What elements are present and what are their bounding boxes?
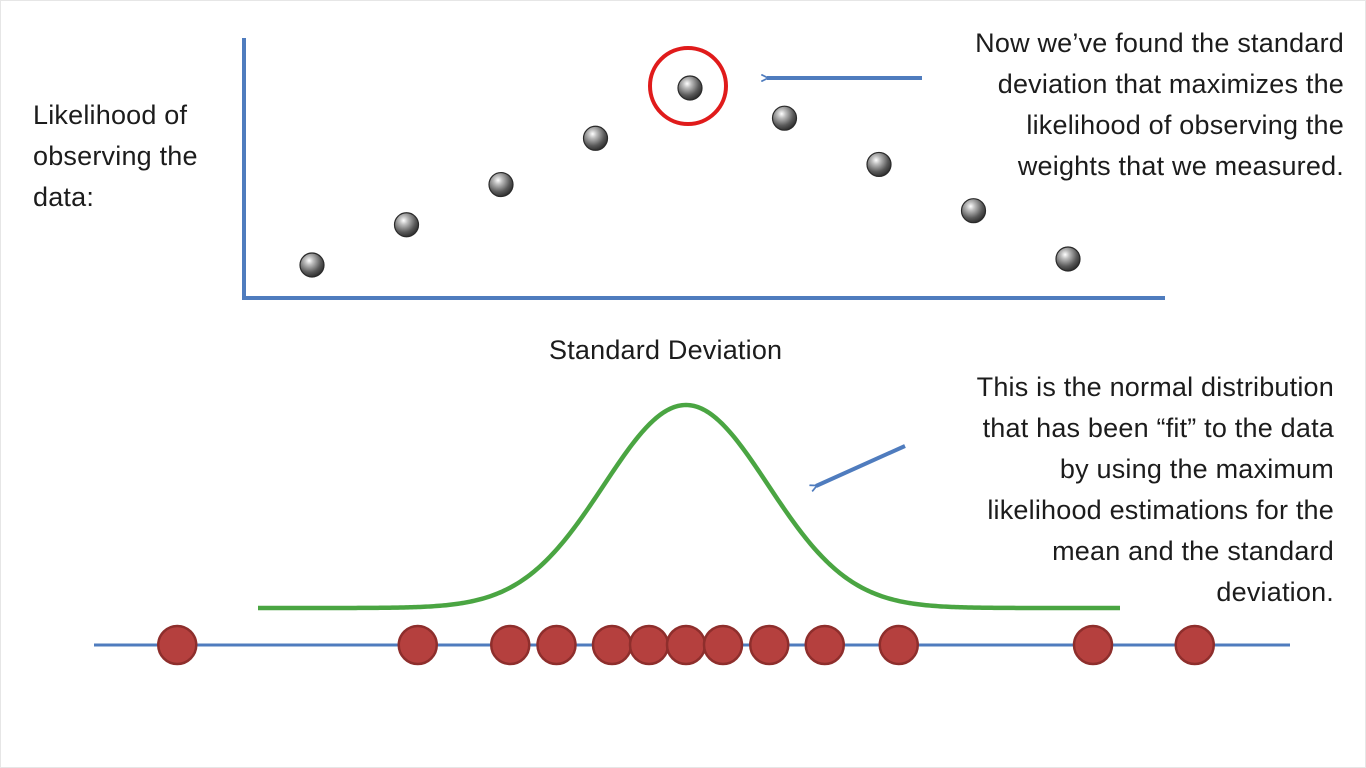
likelihood-point: [771, 105, 798, 131]
weight-point: [702, 624, 744, 666]
likelihood-points: [299, 75, 1081, 278]
weight-point: [536, 624, 577, 666]
weight-point: [804, 624, 845, 666]
top-plot-x-axis-label: Standard Deviation: [549, 335, 783, 365]
bottom-plot: [94, 402, 1290, 666]
weight-point: [397, 624, 438, 666]
callout-line: by using the maximum: [1059, 454, 1334, 484]
weight-point: [749, 624, 790, 666]
callout-line: likelihood of observing the: [1026, 110, 1344, 140]
callout-line: Now we’ve found the standard: [975, 28, 1344, 58]
likelihood-point: [299, 252, 325, 278]
callout-line: weights that we measured.: [1017, 151, 1344, 181]
weight-point: [628, 624, 670, 666]
y-label-line: observing the: [33, 141, 198, 171]
bottom-callout-text: This is the normal distribution that has…: [977, 367, 1334, 613]
callout-line: This is the normal distribution: [976, 372, 1334, 402]
likelihood-point: [1055, 246, 1081, 272]
top-callout-text: Now we’ve found the standard deviation t…: [975, 23, 1344, 187]
max-likelihood-highlight-ring: [648, 46, 728, 126]
weight-point: [591, 624, 633, 666]
callout-line: mean and the standard: [1052, 536, 1334, 566]
y-label-line: Likelihood of: [33, 100, 188, 130]
likelihood-point: [866, 151, 892, 178]
likelihood-point: [582, 125, 609, 151]
callout-line: that has been “fit” to the data: [982, 413, 1334, 443]
measured-weight-points: [157, 624, 1215, 666]
bottom-callout-arrow: [816, 444, 906, 486]
weight-point: [665, 624, 707, 666]
y-label-line: data:: [33, 182, 95, 212]
top-plot: [242, 38, 1165, 300]
callout-line: deviation that maximizes the: [997, 69, 1344, 99]
likelihood-point: [960, 198, 987, 224]
weight-point: [1174, 624, 1215, 666]
fitted-normal-curve: [258, 402, 1120, 611]
weight-point: [490, 624, 531, 666]
likelihood-point: [393, 212, 420, 238]
weight-point: [1072, 624, 1114, 666]
likelihood-point: [677, 75, 703, 101]
likelihood-point: [488, 171, 514, 198]
top-plot-y-axis-label: Likelihood of observing the data:: [33, 95, 198, 218]
callout-line: deviation.: [1216, 577, 1334, 607]
weight-point: [878, 624, 919, 666]
weight-point: [157, 624, 198, 666]
callout-line: likelihood estimations for the: [987, 495, 1334, 525]
